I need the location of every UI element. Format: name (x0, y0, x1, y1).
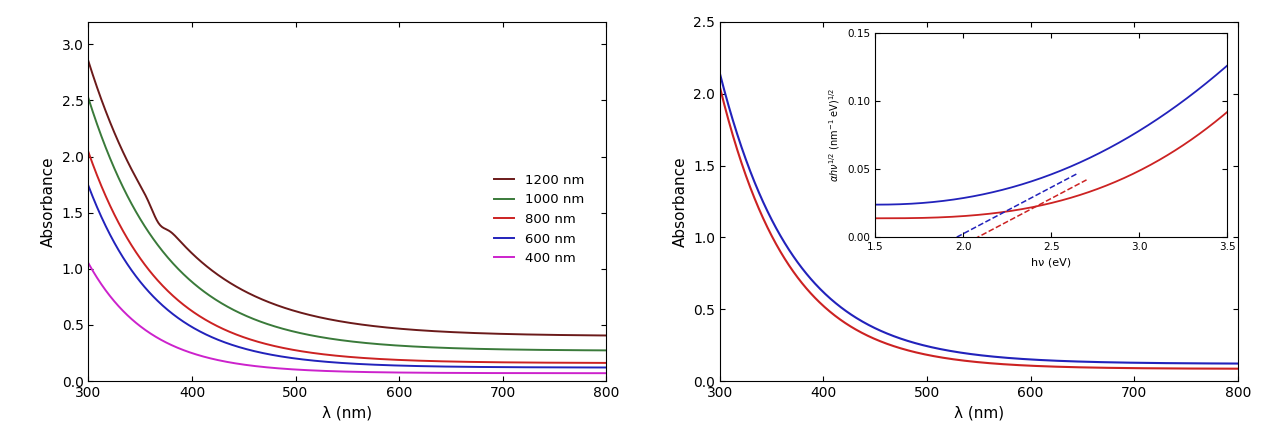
1000 nm (314, 335, 330, 340)
1000 nm (427, 345, 442, 350)
400 nm (213, 358, 229, 364)
1000 nm (213, 300, 229, 306)
800 nm (599, 360, 614, 366)
400 nm (314, 368, 330, 374)
600 nm (386, 363, 402, 368)
800 nm (213, 325, 229, 331)
800 nm (386, 357, 402, 362)
1200 nm (81, 59, 96, 64)
800 nm (81, 149, 96, 155)
Line: 1000 nm: 1000 nm (88, 98, 606, 350)
1200 nm (427, 328, 442, 334)
1000 nm (81, 95, 96, 101)
800 nm (471, 360, 486, 365)
1200 nm (599, 333, 614, 338)
1000 nm (471, 346, 486, 351)
Legend: 1200 nm, 1000 nm, 800 nm, 600 nm, 400 nm: 1200 nm, 1000 nm, 800 nm, 600 nm, 400 nm (489, 169, 590, 270)
Y-axis label: Absorbance: Absorbance (672, 156, 687, 247)
1200 nm (386, 325, 402, 331)
400 nm (427, 370, 442, 375)
X-axis label: λ (nm): λ (nm) (954, 406, 1004, 420)
Line: 1200 nm: 1200 nm (88, 61, 606, 336)
400 nm (386, 370, 402, 375)
1000 nm (386, 343, 402, 348)
600 nm (173, 317, 188, 322)
600 nm (81, 183, 96, 188)
1000 nm (173, 268, 188, 273)
800 nm (314, 352, 330, 357)
Line: 800 nm: 800 nm (88, 152, 606, 363)
Line: 400 nm: 400 nm (88, 263, 606, 373)
400 nm (599, 371, 614, 376)
600 nm (213, 339, 229, 344)
600 nm (314, 359, 330, 364)
X-axis label: λ (nm): λ (nm) (322, 406, 373, 420)
1200 nm (173, 238, 188, 244)
Line: 600 nm: 600 nm (88, 186, 606, 367)
400 nm (81, 261, 96, 266)
1200 nm (314, 315, 330, 321)
800 nm (173, 299, 188, 304)
1000 nm (599, 348, 614, 353)
600 nm (427, 364, 442, 369)
800 nm (427, 359, 442, 364)
600 nm (599, 365, 614, 370)
600 nm (471, 364, 486, 370)
400 nm (173, 346, 188, 351)
Y-axis label: Absorbance: Absorbance (40, 156, 56, 247)
1200 nm (213, 275, 229, 280)
1200 nm (471, 331, 486, 336)
400 nm (471, 371, 486, 376)
